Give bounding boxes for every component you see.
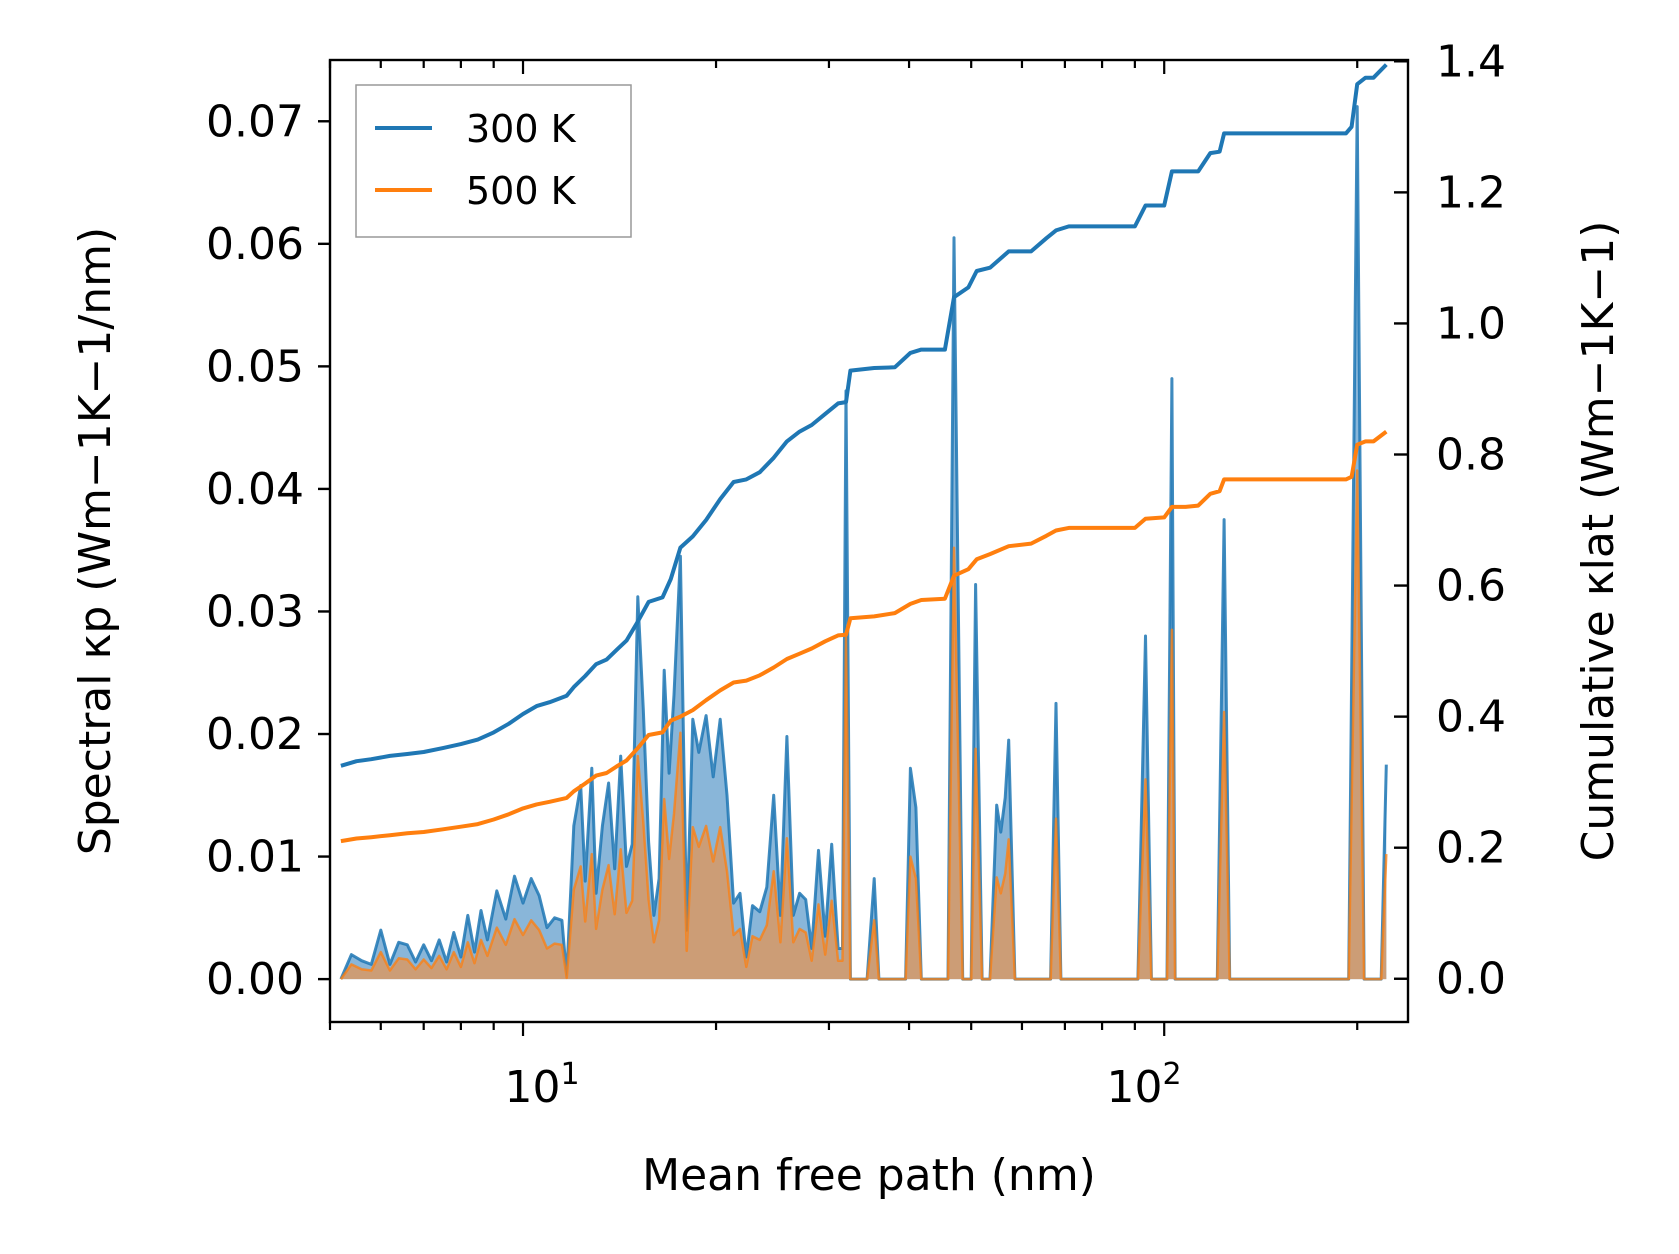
y-right-tick-label-0: 0.0 <box>1436 954 1506 1005</box>
y-right-tick-label-3: 0.6 <box>1436 561 1506 612</box>
plot-frame <box>328 58 1410 1024</box>
y-right-tick-label-4: 0.8 <box>1436 429 1506 480</box>
y-left-tick-label-0: 0.00 <box>206 954 304 1005</box>
y-left-tick-label-2: 0.02 <box>206 709 304 760</box>
ticks-layer: 0.00 0.01 0.02 0.03 0.04 0.05 0.06 0.07 0.0 0.2 0.… <box>206 36 1506 1036</box>
y-left-tick-label-6: 0.06 <box>206 219 304 270</box>
cumulative-300K-line <box>340 63 1388 768</box>
spectral-500K-line <box>339 469 1388 981</box>
y-right-tick-label-1: 0.2 <box>1436 823 1506 874</box>
legend-label-500K: 500 K <box>466 169 577 213</box>
x-axis-title: Mean free path (nm) <box>642 1150 1096 1201</box>
y-left-tick-label-5: 0.05 <box>206 341 304 392</box>
x-tick-label-10: 101 <box>504 1057 579 1113</box>
y-right-tick-label-6: 1.2 <box>1436 167 1506 218</box>
legend-label-300K: 300 K <box>466 107 577 151</box>
y-axis-title-right: Cumulative κlat (Wm−1K−1) <box>1573 221 1624 862</box>
y-left-tick-label-1: 0.01 <box>206 832 304 883</box>
y-right-tick-label-5: 1.0 <box>1436 298 1506 349</box>
x-tick-label-100: 102 <box>1106 1057 1181 1113</box>
y-left-tick-label-3: 0.03 <box>206 586 304 637</box>
y-axis-title-left: Spectral κp (Wm−1K−1/nm) <box>70 227 121 855</box>
y-right-tick-label-2: 0.4 <box>1436 692 1506 743</box>
plot-data-layer <box>339 63 1388 981</box>
y-left-tick-label-4: 0.04 <box>206 464 304 515</box>
y-right-tick-label-7: 1.4 <box>1436 36 1506 87</box>
legend: 300 K 500 K <box>355 84 632 238</box>
cumulative-500K-line <box>340 430 1388 844</box>
y-left-tick-label-7: 0.07 <box>206 96 304 147</box>
legend-box <box>355 84 632 238</box>
